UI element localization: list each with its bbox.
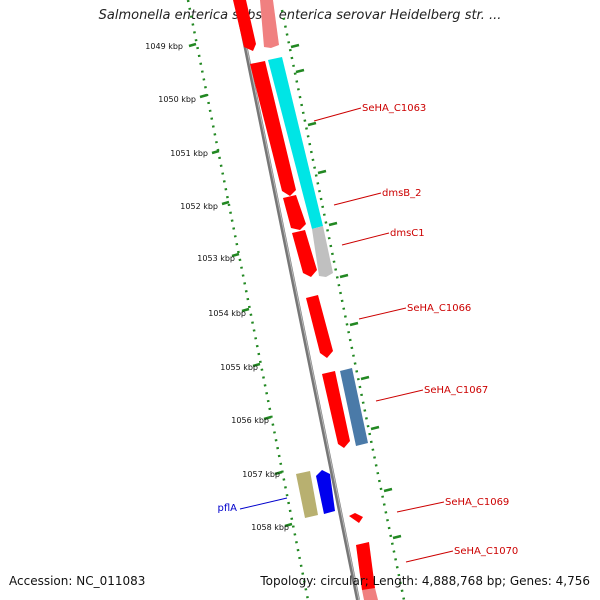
- tick-label: 1058 kbp: [251, 523, 289, 532]
- gene-label: dmsC1: [390, 228, 425, 239]
- gene-arrow: [250, 61, 296, 196]
- leader-line: [375, 389, 424, 402]
- gene-arrow-light: [260, 0, 279, 48]
- gene-arrow: [306, 295, 333, 358]
- genome-backbone: [234, 0, 360, 600]
- leader-line: [239, 497, 288, 510]
- tick-label: 1053 kbp: [197, 254, 235, 263]
- tick-label: 1051 kbp: [170, 149, 208, 158]
- gene-label: SeHA_C1063: [362, 103, 426, 114]
- leader-line: [396, 501, 445, 513]
- summary-text: Topology: circular; Length: 4,888,768 bp…: [260, 574, 590, 588]
- gene-arrow: [349, 513, 363, 523]
- tick-label: 1055 kbp: [220, 363, 258, 372]
- gene-arrow: [283, 195, 306, 230]
- tick-label: 1054 kbp: [208, 309, 246, 318]
- gene-arrow-olive: [296, 471, 318, 518]
- inner-tick-marks: [188, 42, 293, 528]
- tick-label: 1057 kbp: [242, 470, 280, 479]
- gene-arrow-grey: [312, 226, 333, 277]
- gene-label: SeHA_C1070: [454, 546, 518, 557]
- map-title: Salmonella enterica subsp. enterica sero…: [98, 8, 502, 23]
- gene-arrow-light: [362, 588, 378, 600]
- leader-line: [358, 307, 407, 320]
- gene-arrow: [322, 371, 350, 448]
- gene-arrow: [292, 230, 317, 277]
- tick-label: 1052 kbp: [180, 202, 218, 211]
- outer-dotted-circle: [280, 9, 406, 600]
- leader-line: [405, 550, 454, 563]
- tick-label: 1049 kbp: [145, 42, 183, 51]
- gene-arrow-steelblue: [340, 368, 368, 446]
- gene-label: pflA: [218, 503, 238, 514]
- gene-arrow: [356, 542, 375, 592]
- gene-arrow-cyan: [268, 57, 323, 229]
- leader-line: [333, 192, 382, 206]
- leader-line: [341, 232, 390, 246]
- genome-backbone-highlight: [236, 0, 360, 600]
- gene-label: SeHA_C1069: [445, 497, 509, 508]
- inner-dotted-circle: [186, 0, 310, 600]
- gene-label: SeHA_C1066: [407, 303, 471, 314]
- gene-label: dmsB_2: [382, 188, 422, 199]
- tick-label: 1056 kbp: [231, 416, 269, 425]
- accession-text: Accession: NC_011083: [9, 574, 146, 588]
- gene-arrow-blue: [316, 470, 335, 514]
- tick-label: 1050 kbp: [158, 95, 196, 104]
- outer-tick-marks: [290, 43, 402, 540]
- gene-arrow: [233, 0, 256, 51]
- gene-label: SeHA_C1067: [424, 385, 488, 396]
- leader-line: [313, 107, 362, 122]
